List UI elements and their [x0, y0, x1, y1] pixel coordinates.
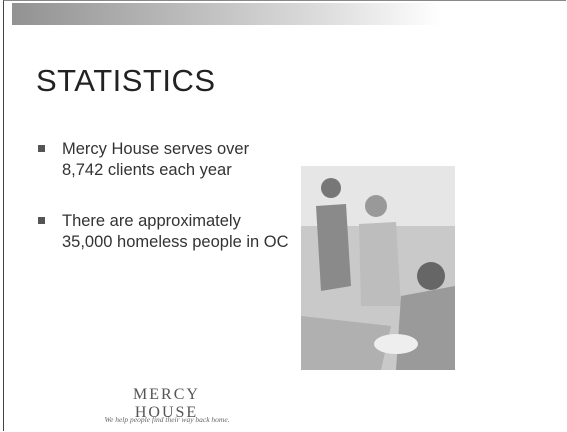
- photo: [301, 166, 455, 370]
- page: STATISTICS Mercy House serves over 8,742…: [0, 0, 567, 432]
- logo-tagline: We help people find their way back home.: [72, 415, 262, 424]
- slide: STATISTICS Mercy House serves over 8,742…: [3, 0, 566, 431]
- header-bar: [12, 3, 442, 25]
- bullet: Mercy House serves over 8,742 clients ea…: [62, 139, 292, 181]
- bullet: There are approximately 35,000 homeless …: [62, 211, 292, 253]
- slide-title: STATISTICS: [36, 63, 216, 99]
